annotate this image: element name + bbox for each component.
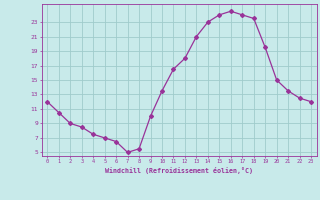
X-axis label: Windchill (Refroidissement éolien,°C): Windchill (Refroidissement éolien,°C) <box>105 167 253 174</box>
